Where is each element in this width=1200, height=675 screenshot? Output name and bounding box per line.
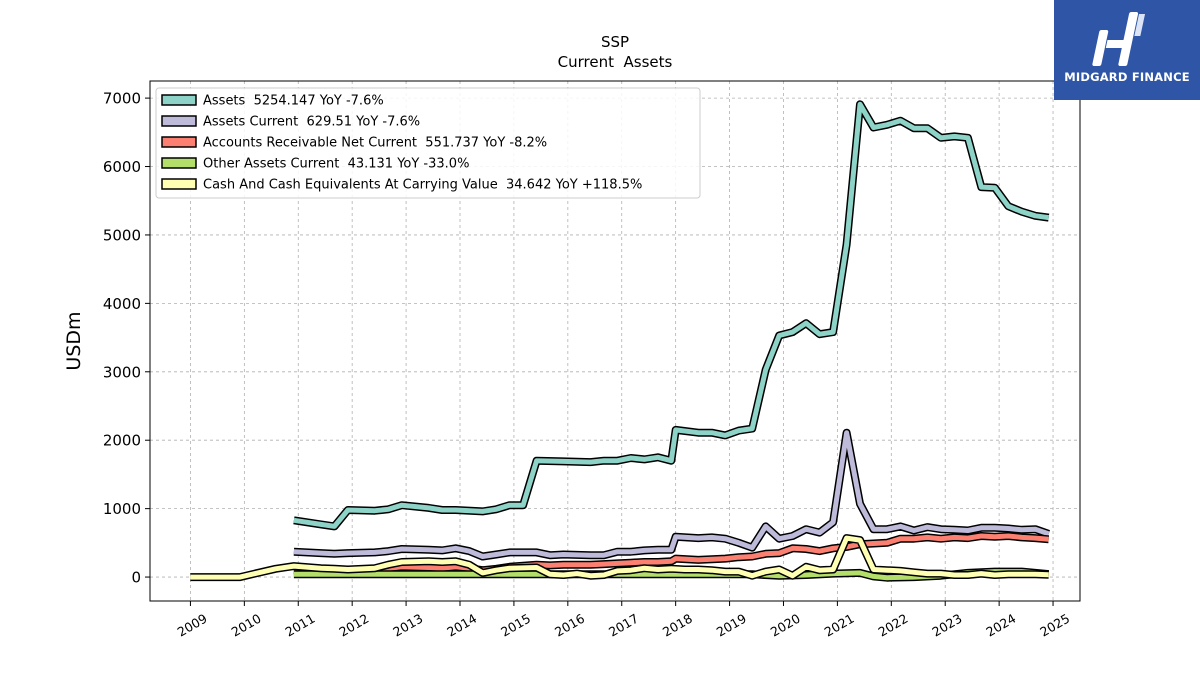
legend-swatch — [161, 157, 197, 169]
chart-subtitle: Current Assets — [558, 53, 673, 71]
legend-swatch — [161, 115, 197, 127]
x-tick-label: 2025 — [1037, 611, 1072, 640]
x-tick-label: 2024 — [983, 611, 1018, 640]
x-tick-label: 2010 — [229, 611, 264, 640]
x-tick-label: 2014 — [444, 611, 479, 640]
x-tick-label: 2017 — [606, 611, 641, 640]
x-tick-label: 2021 — [822, 611, 857, 640]
series-2-line — [293, 533, 1049, 574]
series-1-line — [293, 430, 1050, 559]
brand-logo: MIDGARD FINANCE — [1054, 0, 1200, 100]
y-tick-label: 6000 — [103, 158, 141, 176]
brand-name: MIDGARD FINANCE — [1064, 70, 1190, 84]
y-tick-label: 0 — [131, 569, 141, 587]
legend-box — [155, 87, 701, 199]
plot-frame — [149, 80, 1081, 602]
legend-swatch — [161, 178, 197, 190]
legend-entry: Cash And Cash Equivalents At Carrying Va… — [203, 178, 642, 193]
x-tick-label: 2012 — [336, 611, 371, 640]
x-axis: 2009 2010 2011 2012 2013 2014 2015 2016 2017 2018… — [175, 601, 1072, 640]
legend-entry: Assets Current 629.51 YoY -7.6% — [203, 115, 420, 130]
y-axis-label: USDm — [63, 311, 85, 370]
x-tick-label: 2013 — [390, 611, 425, 640]
y-tick-label: 1000 — [103, 500, 141, 518]
legend: Assets 5254.147 YoY -7.6% Assets Current … — [155, 87, 701, 199]
x-tick-label: 2022 — [876, 611, 911, 640]
x-tick-label: 2018 — [660, 611, 695, 640]
legend-swatch — [161, 136, 197, 148]
legend-entry: Accounts Receivable Net Current 551.737 … — [203, 136, 547, 151]
legend-swatch — [161, 94, 197, 106]
x-tick-label: 2020 — [768, 611, 803, 640]
y-tick-label: 7000 — [103, 90, 141, 108]
y-tick-label: 3000 — [103, 363, 141, 381]
brand-logo-mark-icon — [1092, 12, 1146, 66]
y-tick-label: 2000 — [103, 432, 141, 450]
series-layer — [190, 100, 1051, 582]
x-tick-label: 2019 — [714, 611, 749, 640]
legend-entry: Other Assets Current 43.131 YoY -33.0% — [203, 157, 469, 172]
x-tick-label: 2023 — [929, 611, 964, 640]
x-tick-label: 2015 — [498, 611, 533, 640]
x-tick-label: 2016 — [552, 611, 587, 640]
y-tick-label: 5000 — [103, 226, 141, 244]
x-tick-label: 2009 — [175, 611, 210, 640]
y-tick-label: 4000 — [103, 295, 141, 313]
y-axis: 0 1000 2000 3000 4000 5000 6000 7000 — [103, 90, 150, 587]
chart-title: SSP — [601, 33, 629, 51]
x-tick-label: 2011 — [282, 611, 317, 640]
legend-entry: Assets 5254.147 YoY -7.6% — [203, 94, 384, 109]
series-0-line — [293, 101, 1050, 529]
series-4-line — [190, 535, 1049, 580]
